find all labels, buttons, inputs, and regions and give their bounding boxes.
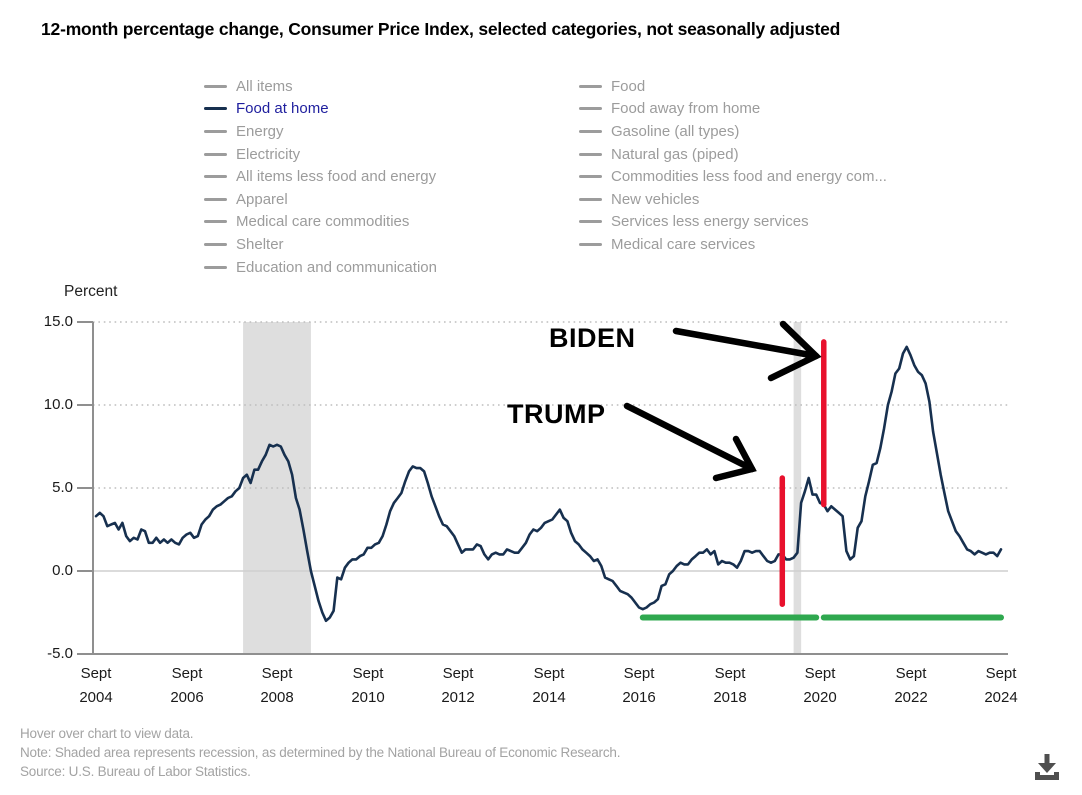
series-swatch [579, 197, 602, 201]
y-axis-unit-label: Percent [64, 283, 118, 300]
legend-item-food-at-home[interactable]: Food at home [204, 98, 437, 121]
series-swatch [579, 107, 602, 111]
legend-column-2: Food Food away from home Gasoline (all t… [579, 75, 887, 256]
page-title: 12-month percentage change, Consumer Pri… [41, 19, 841, 39]
x-tick-label: Sept 2004 [79, 665, 113, 706]
hover-hint-text: Hover over chart to view data. [20, 726, 194, 741]
legend-item-all-items[interactable]: All items [204, 75, 437, 98]
legend-item-food-away-from-home[interactable]: Food away from home [579, 98, 887, 121]
series-swatch [204, 84, 227, 88]
x-tick-label: Sept 2008 [260, 665, 294, 706]
series-swatch [204, 197, 227, 201]
legend-item-commodities-less-food-energy[interactable]: Commodities less food and energy com... [579, 165, 887, 188]
series-swatch [204, 175, 227, 179]
legend-item-gasoline[interactable]: Gasoline (all types) [579, 120, 887, 143]
download-icon [1035, 754, 1059, 780]
series-swatch [204, 129, 227, 133]
plot-area[interactable] [93, 322, 1008, 654]
legend-item-apparel[interactable]: Apparel [204, 188, 437, 211]
legend-item-shelter[interactable]: Shelter [204, 233, 437, 256]
y-tick-label: 5.0 [52, 479, 73, 496]
series-swatch [579, 175, 602, 179]
x-tick-label: Sept 2014 [532, 665, 566, 706]
legend-item-energy[interactable]: Energy [204, 120, 437, 143]
x-tick-label: Sept 2012 [441, 665, 475, 706]
y-tick-label: 15.0 [43, 313, 73, 330]
series-swatch [204, 265, 227, 269]
series-swatch [579, 152, 602, 156]
biden-annotation-label: BIDEN [549, 323, 636, 353]
x-tick-label: Sept 2020 [803, 665, 837, 706]
legend-item-natural-gas[interactable]: Natural gas (piped) [579, 143, 887, 166]
recession-note-text: Note: Shaded area represents recession, … [20, 745, 621, 760]
legend-item-electricity[interactable]: Electricity [204, 143, 437, 166]
x-tick-label: Sept 2010 [351, 665, 385, 706]
legend-item-all-items-less-food-energy[interactable]: All items less food and energy [204, 165, 437, 188]
series-swatch [204, 107, 227, 111]
download-button[interactable] [1026, 747, 1068, 789]
legend-item-medical-care-commodities[interactable]: Medical care commodities [204, 211, 437, 234]
legend-item-services-less-energy[interactable]: Services less energy services [579, 211, 887, 234]
legend-column-1: All items Food at home Energy Electricit… [204, 75, 437, 278]
series-swatch [579, 242, 602, 246]
x-tick-label: Sept 2018 [713, 665, 747, 706]
series-swatch [204, 242, 227, 246]
legend-item-education-communication[interactable]: Education and communication [204, 256, 437, 279]
legend-item-new-vehicles[interactable]: New vehicles [579, 188, 887, 211]
legend-item-food[interactable]: Food [579, 75, 887, 98]
y-tick-label: -5.0 [47, 645, 73, 662]
trump-annotation-label: TRUMP [507, 399, 606, 429]
y-tick-label: 0.0 [52, 562, 73, 579]
legend-item-medical-care-services[interactable]: Medical care services [579, 233, 887, 256]
x-tick-label: Sept 2022 [894, 665, 928, 706]
x-tick-label: Sept 2006 [170, 665, 204, 706]
x-tick-label: Sept 2016 [622, 665, 656, 706]
series-swatch [579, 220, 602, 224]
y-tick-label: 10.0 [43, 396, 73, 413]
series-swatch [204, 220, 227, 224]
x-tick-label: Sept 2024 [984, 665, 1018, 706]
series-swatch [204, 152, 227, 156]
series-swatch [579, 129, 602, 133]
source-text: Source: U.S. Bureau of Labor Statistics. [20, 764, 251, 779]
series-swatch [579, 84, 602, 88]
